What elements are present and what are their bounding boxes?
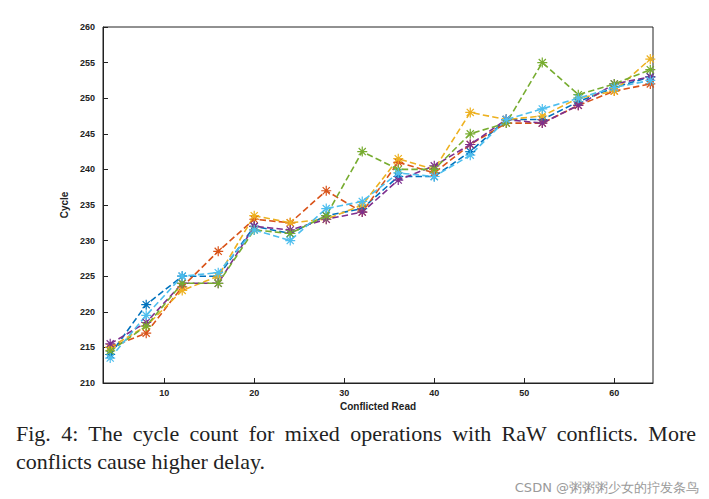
- svg-text:235: 235: [80, 200, 95, 210]
- svg-text:215: 215: [80, 342, 95, 352]
- svg-text:220: 220: [80, 307, 95, 317]
- svg-text:60: 60: [609, 388, 619, 398]
- svg-text:50: 50: [519, 388, 529, 398]
- svg-text:255: 255: [80, 58, 95, 68]
- html-text:Fig. 4: The cycle count for mi: Fig. 4: The cycle count for mixed operat…: [16, 421, 696, 474]
- svg-text:230: 230: [80, 236, 95, 246]
- svg-text:245: 245: [80, 129, 95, 139]
- svg-text:210: 210: [80, 378, 95, 388]
- svg-text:260: 260: [80, 22, 95, 32]
- svg-text:250: 250: [80, 93, 95, 103]
- svg-text:10: 10: [159, 388, 169, 398]
- svg-text:40: 40: [429, 388, 439, 398]
- svg-text:Cycle: Cycle: [59, 191, 70, 218]
- svg-text:240: 240: [80, 164, 95, 174]
- svg-text:Conflicted Read: Conflicted Read: [340, 401, 416, 412]
- svg-text:30: 30: [339, 388, 349, 398]
- svg-text:225: 225: [80, 271, 95, 281]
- svg-text:20: 20: [249, 388, 259, 398]
- html-text:CSDN @粥粥粥少女的拧发条鸟: CSDN @粥粥粥少女的拧发条鸟: [514, 480, 699, 495]
